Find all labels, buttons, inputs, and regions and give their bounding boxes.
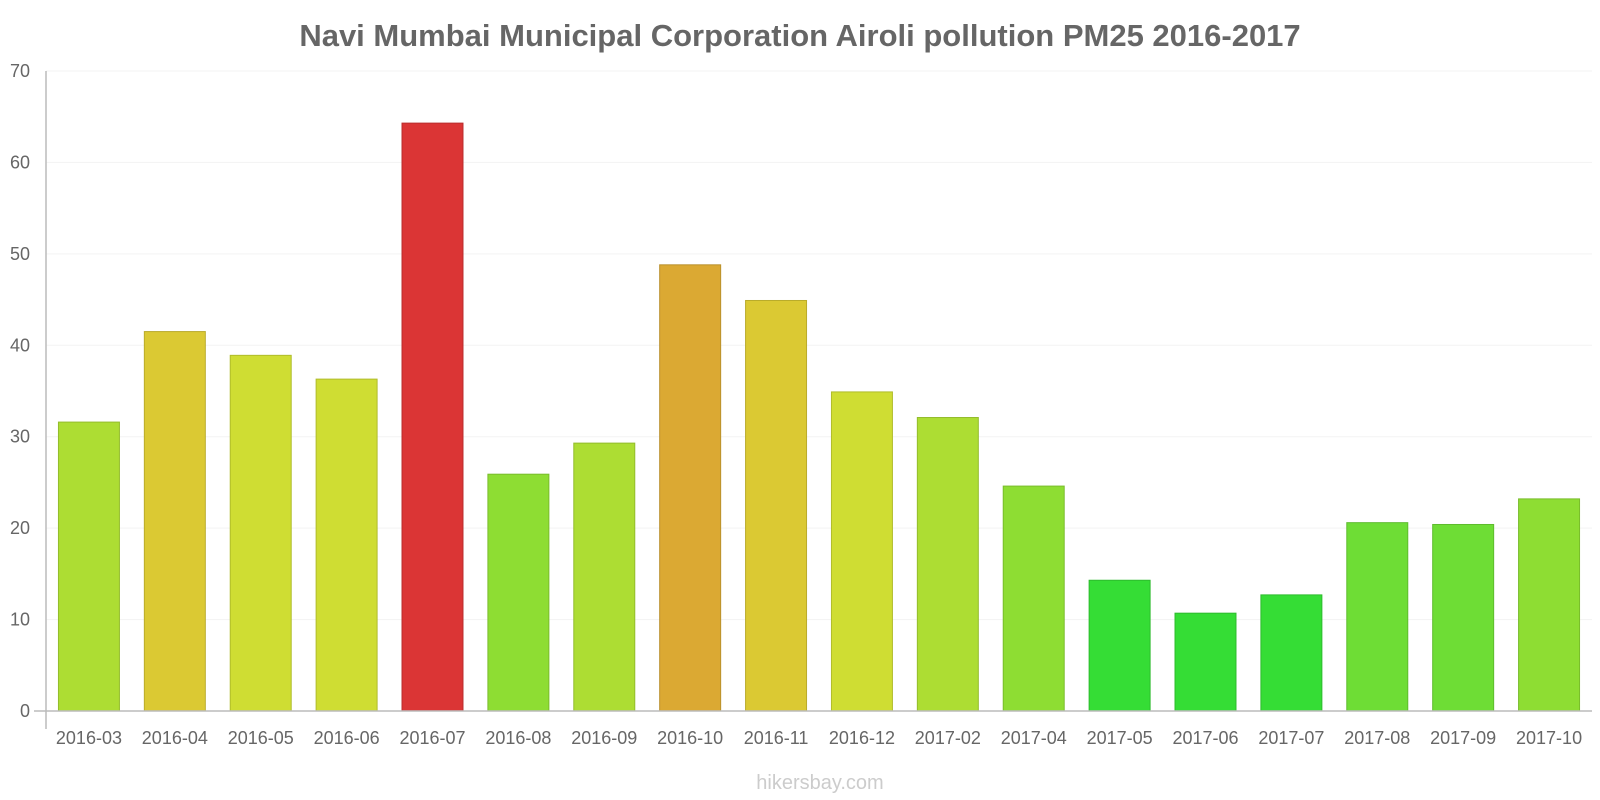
x-tick-label: 2017-06 <box>1172 728 1238 748</box>
bar-2017-09 <box>1432 523 1495 712</box>
x-tick-label: 2017-08 <box>1344 728 1410 748</box>
x-tick-label: 2016-05 <box>228 728 294 748</box>
x-tick-label: 2017-02 <box>915 728 981 748</box>
y-tick-label: 10 <box>10 610 30 630</box>
bar-2016-10 <box>659 264 722 712</box>
bar-2017-06 <box>1174 612 1237 712</box>
x-tick-label: 2016-11 <box>744 728 809 748</box>
x-tick-label: 2016-04 <box>142 728 208 748</box>
x-tick-label: 2016-12 <box>829 728 895 748</box>
x-tick-label: 2017-09 <box>1430 728 1496 748</box>
x-tick-label: 2017-10 <box>1516 728 1582 748</box>
y-tick-label: 70 <box>10 61 30 81</box>
y-tick-label: 60 <box>10 152 30 172</box>
bar-2017-05 <box>1088 579 1151 712</box>
x-tick-label: 2017-05 <box>1087 728 1153 748</box>
bar-2017-08 <box>1346 522 1409 712</box>
source-watermark: hikersbay.com <box>756 772 883 794</box>
bar-2017-02 <box>916 417 979 712</box>
x-tick-label: 2016-07 <box>399 728 465 748</box>
bar-2016-12 <box>830 391 893 712</box>
x-tick-label: 2016-09 <box>571 728 637 748</box>
x-tick-label: 2017-04 <box>1001 728 1067 748</box>
bar-2016-05 <box>229 354 292 712</box>
y-tick-label: 30 <box>10 427 30 447</box>
gridlines <box>46 70 1592 621</box>
y-tick-label: 20 <box>10 518 30 538</box>
y-tick-label: 40 <box>10 335 30 355</box>
y-tick-label: 0 <box>20 701 30 721</box>
bar-2016-03 <box>57 421 120 712</box>
bar-2016-11 <box>745 299 808 712</box>
x-tick-label: 2016-08 <box>485 728 551 748</box>
bar-2017-10 <box>1518 498 1581 712</box>
x-tick-label: 2016-03 <box>56 728 122 748</box>
bars <box>57 122 1581 712</box>
bar-2017-07 <box>1260 594 1323 712</box>
bar-2016-04 <box>143 331 206 712</box>
x-tick-label: 2017-07 <box>1258 728 1324 748</box>
bar-2016-08 <box>487 473 550 712</box>
chart-title: Navi Mumbai Municipal Corporation Airoli… <box>299 18 1300 53</box>
y-tick-label: 50 <box>10 244 30 264</box>
y-axis-tick-labels: 0 10 20 30 40 50 60 70 <box>10 61 30 721</box>
bar-2016-09 <box>573 442 636 712</box>
x-tick-label: 2016-10 <box>657 728 723 748</box>
axes <box>34 71 1592 729</box>
bar-2017-04 <box>1002 485 1065 712</box>
x-axis-tick-labels: 2016-03 2016-04 2016-05 2016-06 2016-07 2016-… <box>56 728 1582 748</box>
x-tick-label: 2016-06 <box>314 728 380 748</box>
bar-2016-07 <box>401 122 464 712</box>
bar-2016-06 <box>315 378 378 712</box>
